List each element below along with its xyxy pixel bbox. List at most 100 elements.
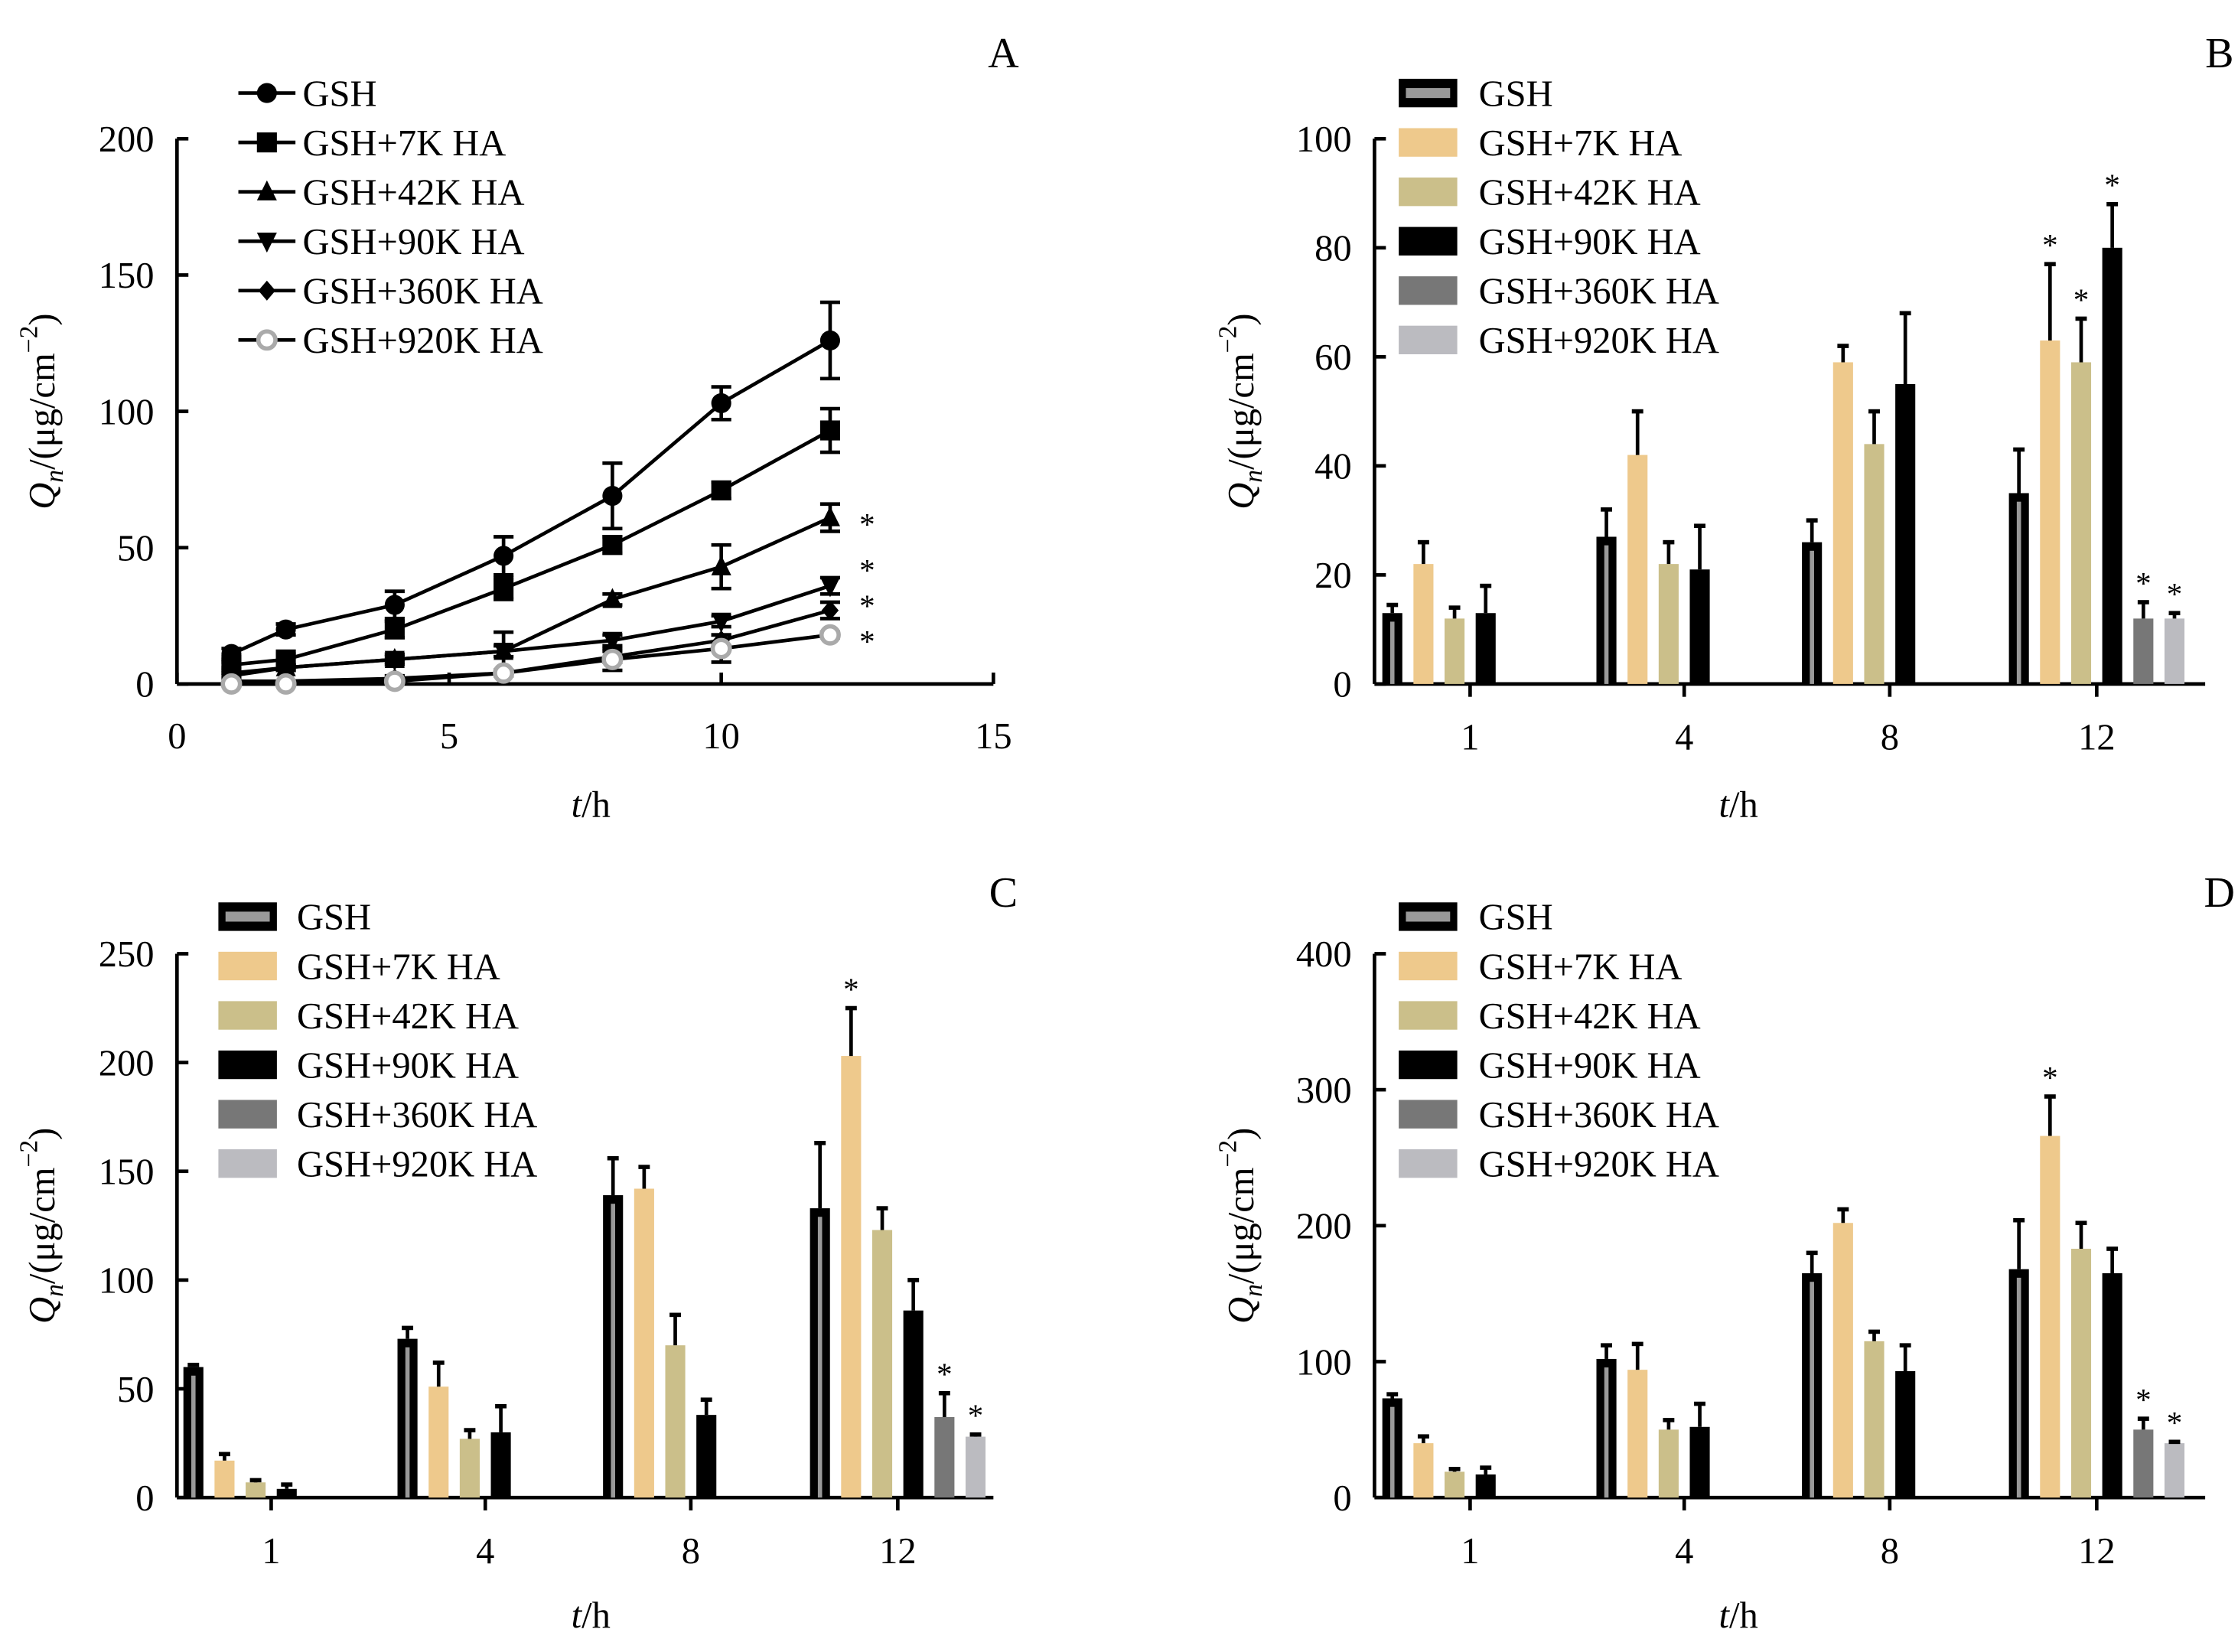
- significance-mark: *: [2167, 576, 2183, 611]
- legend-label: GSH+42K HA: [1479, 996, 1701, 1037]
- series-gsh-360k-ha: *: [2133, 565, 2154, 684]
- panel-letter: D: [2204, 869, 2235, 917]
- bar: [903, 1310, 924, 1498]
- x-label-var: t: [1718, 1595, 1730, 1636]
- series-gsh-42k-ha: *: [1445, 282, 2092, 684]
- x-tick-label: 0: [168, 716, 186, 757]
- bar: [1895, 383, 1916, 684]
- data-point: [601, 648, 624, 670]
- bar: [1895, 1370, 1916, 1498]
- series-gsh-920k-ha: *: [2164, 576, 2185, 684]
- legend-swatch-inner: [1406, 88, 1451, 99]
- legend-swatch: [1399, 276, 1458, 305]
- data-point: [711, 612, 731, 633]
- series-gsh-7k-ha: *: [214, 971, 862, 1498]
- bar: [1832, 362, 1853, 684]
- bar-inner-stripe: [1810, 550, 1814, 684]
- legend-label: GSH: [302, 73, 376, 114]
- y-tick-label: 100: [1296, 1342, 1352, 1383]
- significance-mark: *: [2073, 282, 2090, 317]
- data-point: [275, 619, 296, 640]
- series-gsh-90k-ha: *: [1475, 168, 2122, 684]
- bar: [1658, 1429, 1679, 1498]
- y-axis-label: Qn/(μg/cm−2): [1213, 313, 1268, 509]
- significance-mark: *: [2042, 1060, 2058, 1095]
- legend-label: GSH+360K HA: [1479, 1095, 1719, 1136]
- legend-label: GSH+920K HA: [1479, 1144, 1719, 1184]
- bar-inner-stripe: [1604, 545, 1609, 684]
- significance-mark: *: [859, 624, 875, 659]
- bar: [1627, 455, 1648, 684]
- y-tick-label: 150: [99, 1152, 155, 1193]
- y-label-sup: −2: [15, 326, 44, 354]
- significance-mark: *: [968, 1398, 984, 1433]
- x-tick-label: 8: [1881, 1531, 1899, 1572]
- data-point: [494, 546, 514, 566]
- panel-d: D 0 100 200 300 400 Qn/(μg/cm−2) t/h 1 4 8 12 GSH * GS…: [1213, 869, 2234, 1636]
- legend-marker: [258, 280, 276, 301]
- legend-marker: [256, 83, 277, 103]
- x-label-unit: /h: [581, 1595, 611, 1636]
- series-gsh-42k-ha: [246, 1206, 893, 1498]
- x-tick-label: 5: [440, 716, 458, 757]
- data-point: [819, 420, 840, 441]
- legend-label: GSH+7K HA: [1479, 947, 1683, 987]
- bar: [214, 1460, 235, 1498]
- y-label-q: Q: [22, 1297, 63, 1324]
- legend-marker: [256, 329, 278, 351]
- bar: [1445, 1471, 1465, 1498]
- bar-inner-stripe: [1810, 1282, 1814, 1498]
- y-label-close: ): [22, 1128, 63, 1140]
- y-tick-label: 200: [99, 119, 155, 160]
- y-label-sub: n: [1240, 470, 1268, 483]
- data-point: [819, 330, 840, 351]
- bar: [2040, 1136, 2060, 1498]
- data-point: [275, 659, 296, 679]
- series-gsh-920k-ha: *: [2164, 1405, 2185, 1498]
- bar: [1413, 564, 1434, 684]
- data-point: [710, 637, 732, 660]
- y-tick-label: 50: [117, 1370, 155, 1410]
- y-tick-label: 80: [1314, 229, 1352, 269]
- series-gsh-7k-ha: *: [1413, 1060, 2060, 1498]
- bar: [871, 1230, 893, 1498]
- x-label-var: t: [1718, 784, 1730, 825]
- data-point: [821, 600, 839, 621]
- bar-inner-stripe: [1604, 1367, 1609, 1498]
- bar: [1864, 1341, 1885, 1498]
- bar: [428, 1386, 449, 1498]
- series-line: [231, 633, 831, 686]
- bar: [1445, 618, 1465, 684]
- legend-swatch: [1399, 1149, 1458, 1178]
- panel-b: B 0 20 40 60 80 100 Qn/(μg/cm−2) t/h 1 4 8 12 GSH * GSH…: [1213, 30, 2233, 825]
- legend-label: GSH+360K HA: [302, 272, 542, 312]
- y-label-q: Q: [1221, 483, 1262, 510]
- legend-swatch: [218, 1100, 277, 1129]
- y-label-unit: /(μg/cm: [22, 1168, 63, 1285]
- x-tick-label: 10: [702, 716, 740, 757]
- y-label-unit: /(μg/cm: [22, 353, 63, 470]
- significance-mark: *: [937, 1357, 953, 1392]
- legend-label: GSH+7K HA: [302, 123, 506, 164]
- bar: [1689, 569, 1710, 684]
- x-tick-label: 12: [879, 1531, 917, 1572]
- panel-letter: C: [989, 869, 1018, 917]
- y-label-sub: n: [41, 470, 69, 483]
- bar: [2102, 1273, 2122, 1498]
- data-point: [711, 480, 731, 500]
- y-tick-label: 0: [1333, 1478, 1351, 1519]
- data-point: [819, 506, 840, 526]
- data-point: [494, 578, 514, 599]
- bar: [2164, 618, 2185, 684]
- legend-label: GSH: [1479, 898, 1553, 938]
- bar: [634, 1188, 654, 1498]
- x-axis-label: t/h: [572, 784, 611, 825]
- legend-swatch: [218, 1149, 277, 1178]
- y-tick-label: 100: [1296, 119, 1352, 160]
- panel-letter: B: [2205, 30, 2233, 77]
- series-gsh-360k-ha: *: [2133, 1382, 2154, 1498]
- y-label-close: ): [1221, 1128, 1262, 1140]
- bar: [2070, 362, 2092, 684]
- legend-label: GSH+90K HA: [1479, 1045, 1701, 1086]
- x-tick-label: 15: [975, 716, 1012, 757]
